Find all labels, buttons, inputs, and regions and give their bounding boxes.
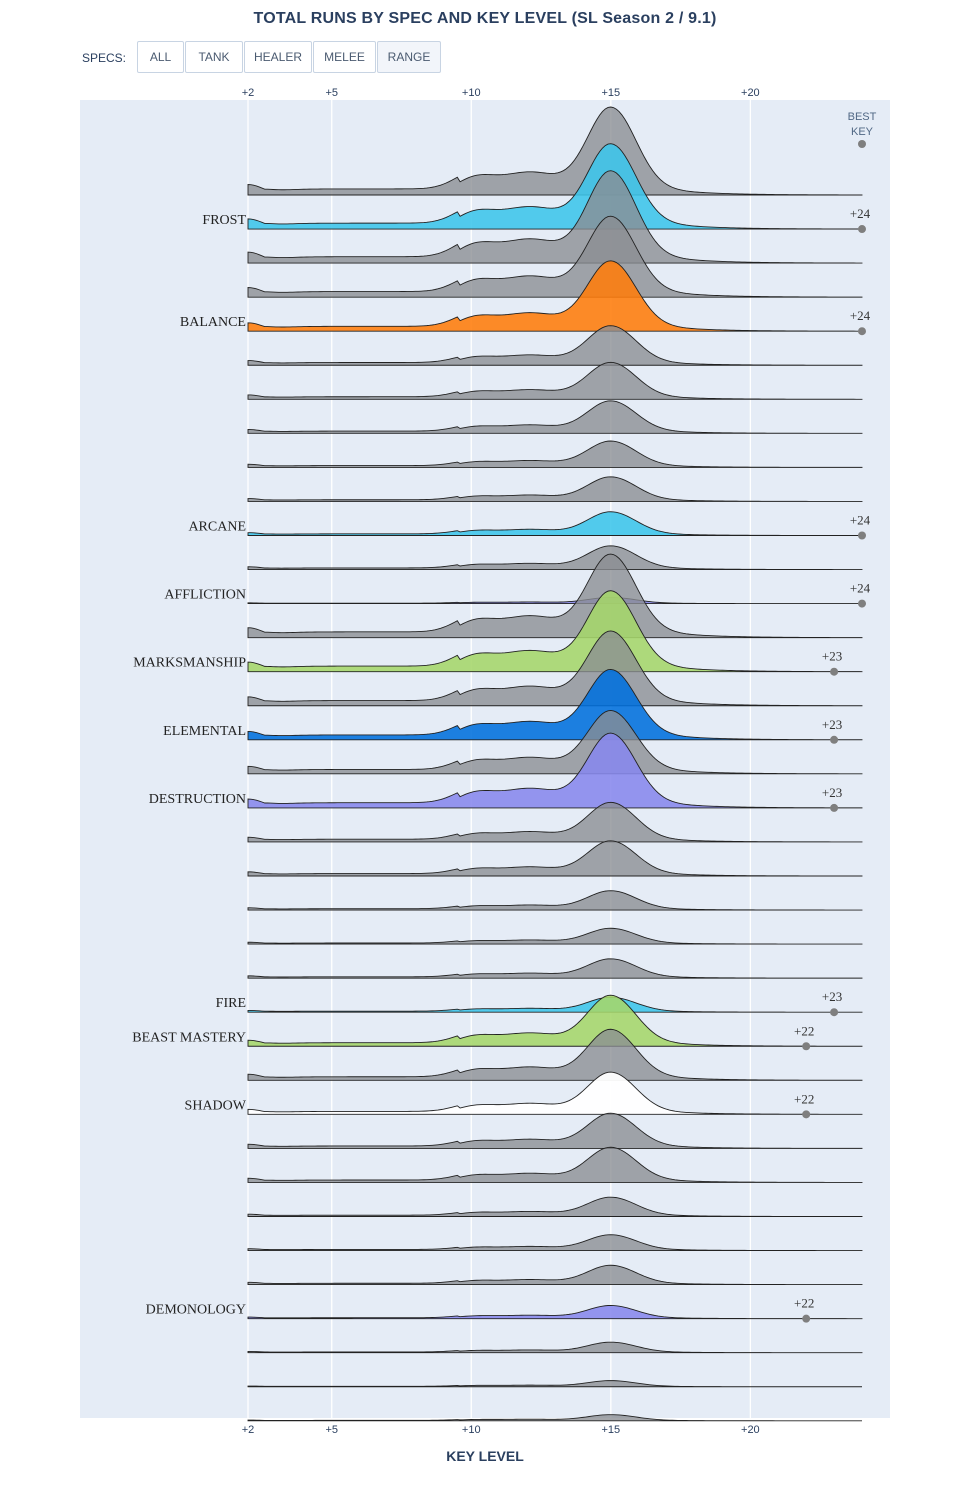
ridge-elemental	[247, 668, 863, 741]
ridge-spec-row	[247, 801, 863, 843]
ridge-spec-row	[247, 215, 863, 298]
best-key-marker	[802, 1110, 811, 1119]
spec-filter-bar: ALL TANK HEALER MELEE RANGE	[137, 41, 442, 73]
best-key-marker	[830, 667, 839, 676]
spec-label: BALANCE	[180, 315, 246, 330]
ridge-spec-row	[247, 325, 863, 366]
ridge-spec-row	[247, 958, 863, 979]
best-key-marker	[830, 803, 839, 812]
spec-button-tank[interactable]: TANK	[185, 41, 243, 73]
ridge-marksmanship	[247, 590, 863, 673]
x-tick-label-top: +10	[462, 87, 481, 99]
x-axis-title: KEY LEVEL	[446, 1448, 524, 1464]
spec-label: ARCANE	[188, 520, 246, 535]
ridge-spec-row	[247, 710, 863, 775]
spec-button-all[interactable]: ALL	[137, 41, 184, 73]
ridge-spec-row	[247, 927, 863, 945]
best-key-value: +22	[794, 1091, 814, 1106]
ridge-spec-row	[247, 630, 863, 707]
x-tick-label-bottom: +15	[601, 1424, 620, 1436]
spec-label: DEMONOLOGY	[146, 1303, 246, 1318]
best-key-value: +23	[822, 785, 842, 800]
ridge-spec-row	[247, 106, 863, 196]
ridge-spec-row	[247, 1414, 863, 1422]
x-tick-label-top: +5	[325, 87, 338, 99]
spec-label: AFFLICTION	[164, 588, 246, 603]
ridge-spec-row	[247, 1028, 863, 1081]
best-key-value: +22	[794, 1296, 814, 1311]
ridge-spec-row	[247, 1146, 863, 1183]
best-key-value: +23	[822, 649, 842, 664]
ridge-spec-row	[247, 545, 863, 570]
spec-button-melee[interactable]: MELEE	[313, 41, 376, 73]
best-key-value: +23	[822, 717, 842, 732]
ridge-spec-row	[247, 1234, 863, 1251]
spec-label: FIRE	[216, 996, 246, 1011]
ridge-spec-row	[247, 1341, 863, 1354]
ridge-shadow	[247, 1071, 863, 1115]
x-tick-label-bottom: +10	[462, 1424, 481, 1436]
x-tick-label-top: +15	[601, 87, 620, 99]
spec-label: ELEMENTAL	[163, 724, 246, 739]
ridge-spec-row	[247, 476, 863, 502]
x-tick-label-bottom: +20	[741, 1424, 760, 1436]
ridge-spec-row	[247, 1112, 863, 1149]
ridge-spec-row	[247, 553, 863, 639]
ridge-spec-row	[247, 890, 863, 911]
ridge-spec-row	[247, 400, 863, 434]
ridge-frost	[247, 143, 863, 230]
ridge-balance	[247, 260, 863, 332]
best-key-marker	[858, 327, 866, 336]
best-key-value: +24	[850, 308, 871, 323]
specs-label: SPECS:	[82, 51, 127, 65]
best-key-legend-marker	[858, 140, 866, 148]
ridge-spec-row	[247, 440, 863, 468]
spec-label: DESTRUCTION	[149, 792, 246, 807]
best-key-value: +24	[850, 513, 871, 528]
best-key-marker	[858, 225, 866, 234]
ridge-spec-row	[247, 170, 863, 264]
chart-title: TOTAL RUNS BY SPEC AND KEY LEVEL (SL Sea…	[253, 10, 717, 27]
best-key-value: +24	[850, 206, 871, 221]
spec-label: FROST	[202, 213, 246, 228]
best-key-marker	[858, 531, 866, 540]
ridge-fire	[247, 996, 863, 1013]
spec-label: MARKSMANSHIP	[133, 656, 246, 671]
ridge-spec-row	[247, 1264, 863, 1286]
ridge-spec-row	[247, 840, 863, 877]
ridge-affliction	[247, 596, 863, 605]
spec-label: BEAST MASTERY	[132, 1030, 246, 1045]
x-tick-label-top: +20	[741, 87, 760, 99]
spec-button-healer[interactable]: HEALER	[244, 41, 312, 73]
best-key-value: +24	[850, 581, 871, 596]
ridge-arcane	[247, 511, 863, 536]
best-key-marker	[830, 1008, 839, 1017]
ridge-destruction	[247, 732, 863, 809]
spec-label: SHADOW	[185, 1098, 247, 1113]
best-key-marker	[802, 1042, 811, 1051]
ridge-beast-mastery	[247, 994, 863, 1047]
best-key-label: KEY	[851, 126, 874, 138]
best-key-marker	[802, 1314, 811, 1323]
ridge-spec-row	[247, 1380, 863, 1388]
ridge-spec-row	[247, 361, 863, 400]
best-key-marker	[830, 735, 839, 744]
best-key-value: +23	[822, 989, 842, 1004]
ridge-spec-row	[247, 1196, 863, 1217]
ridge-demonology	[247, 1304, 863, 1320]
spec-button-range[interactable]: RANGE	[377, 41, 441, 73]
x-tick-label-top: +2	[242, 87, 255, 99]
best-key-marker	[858, 599, 866, 608]
x-tick-label-bottom: +2	[242, 1424, 255, 1436]
best-key-label: BEST	[848, 111, 877, 123]
best-key-value: +22	[794, 1023, 814, 1038]
x-tick-label-bottom: +5	[325, 1424, 338, 1436]
